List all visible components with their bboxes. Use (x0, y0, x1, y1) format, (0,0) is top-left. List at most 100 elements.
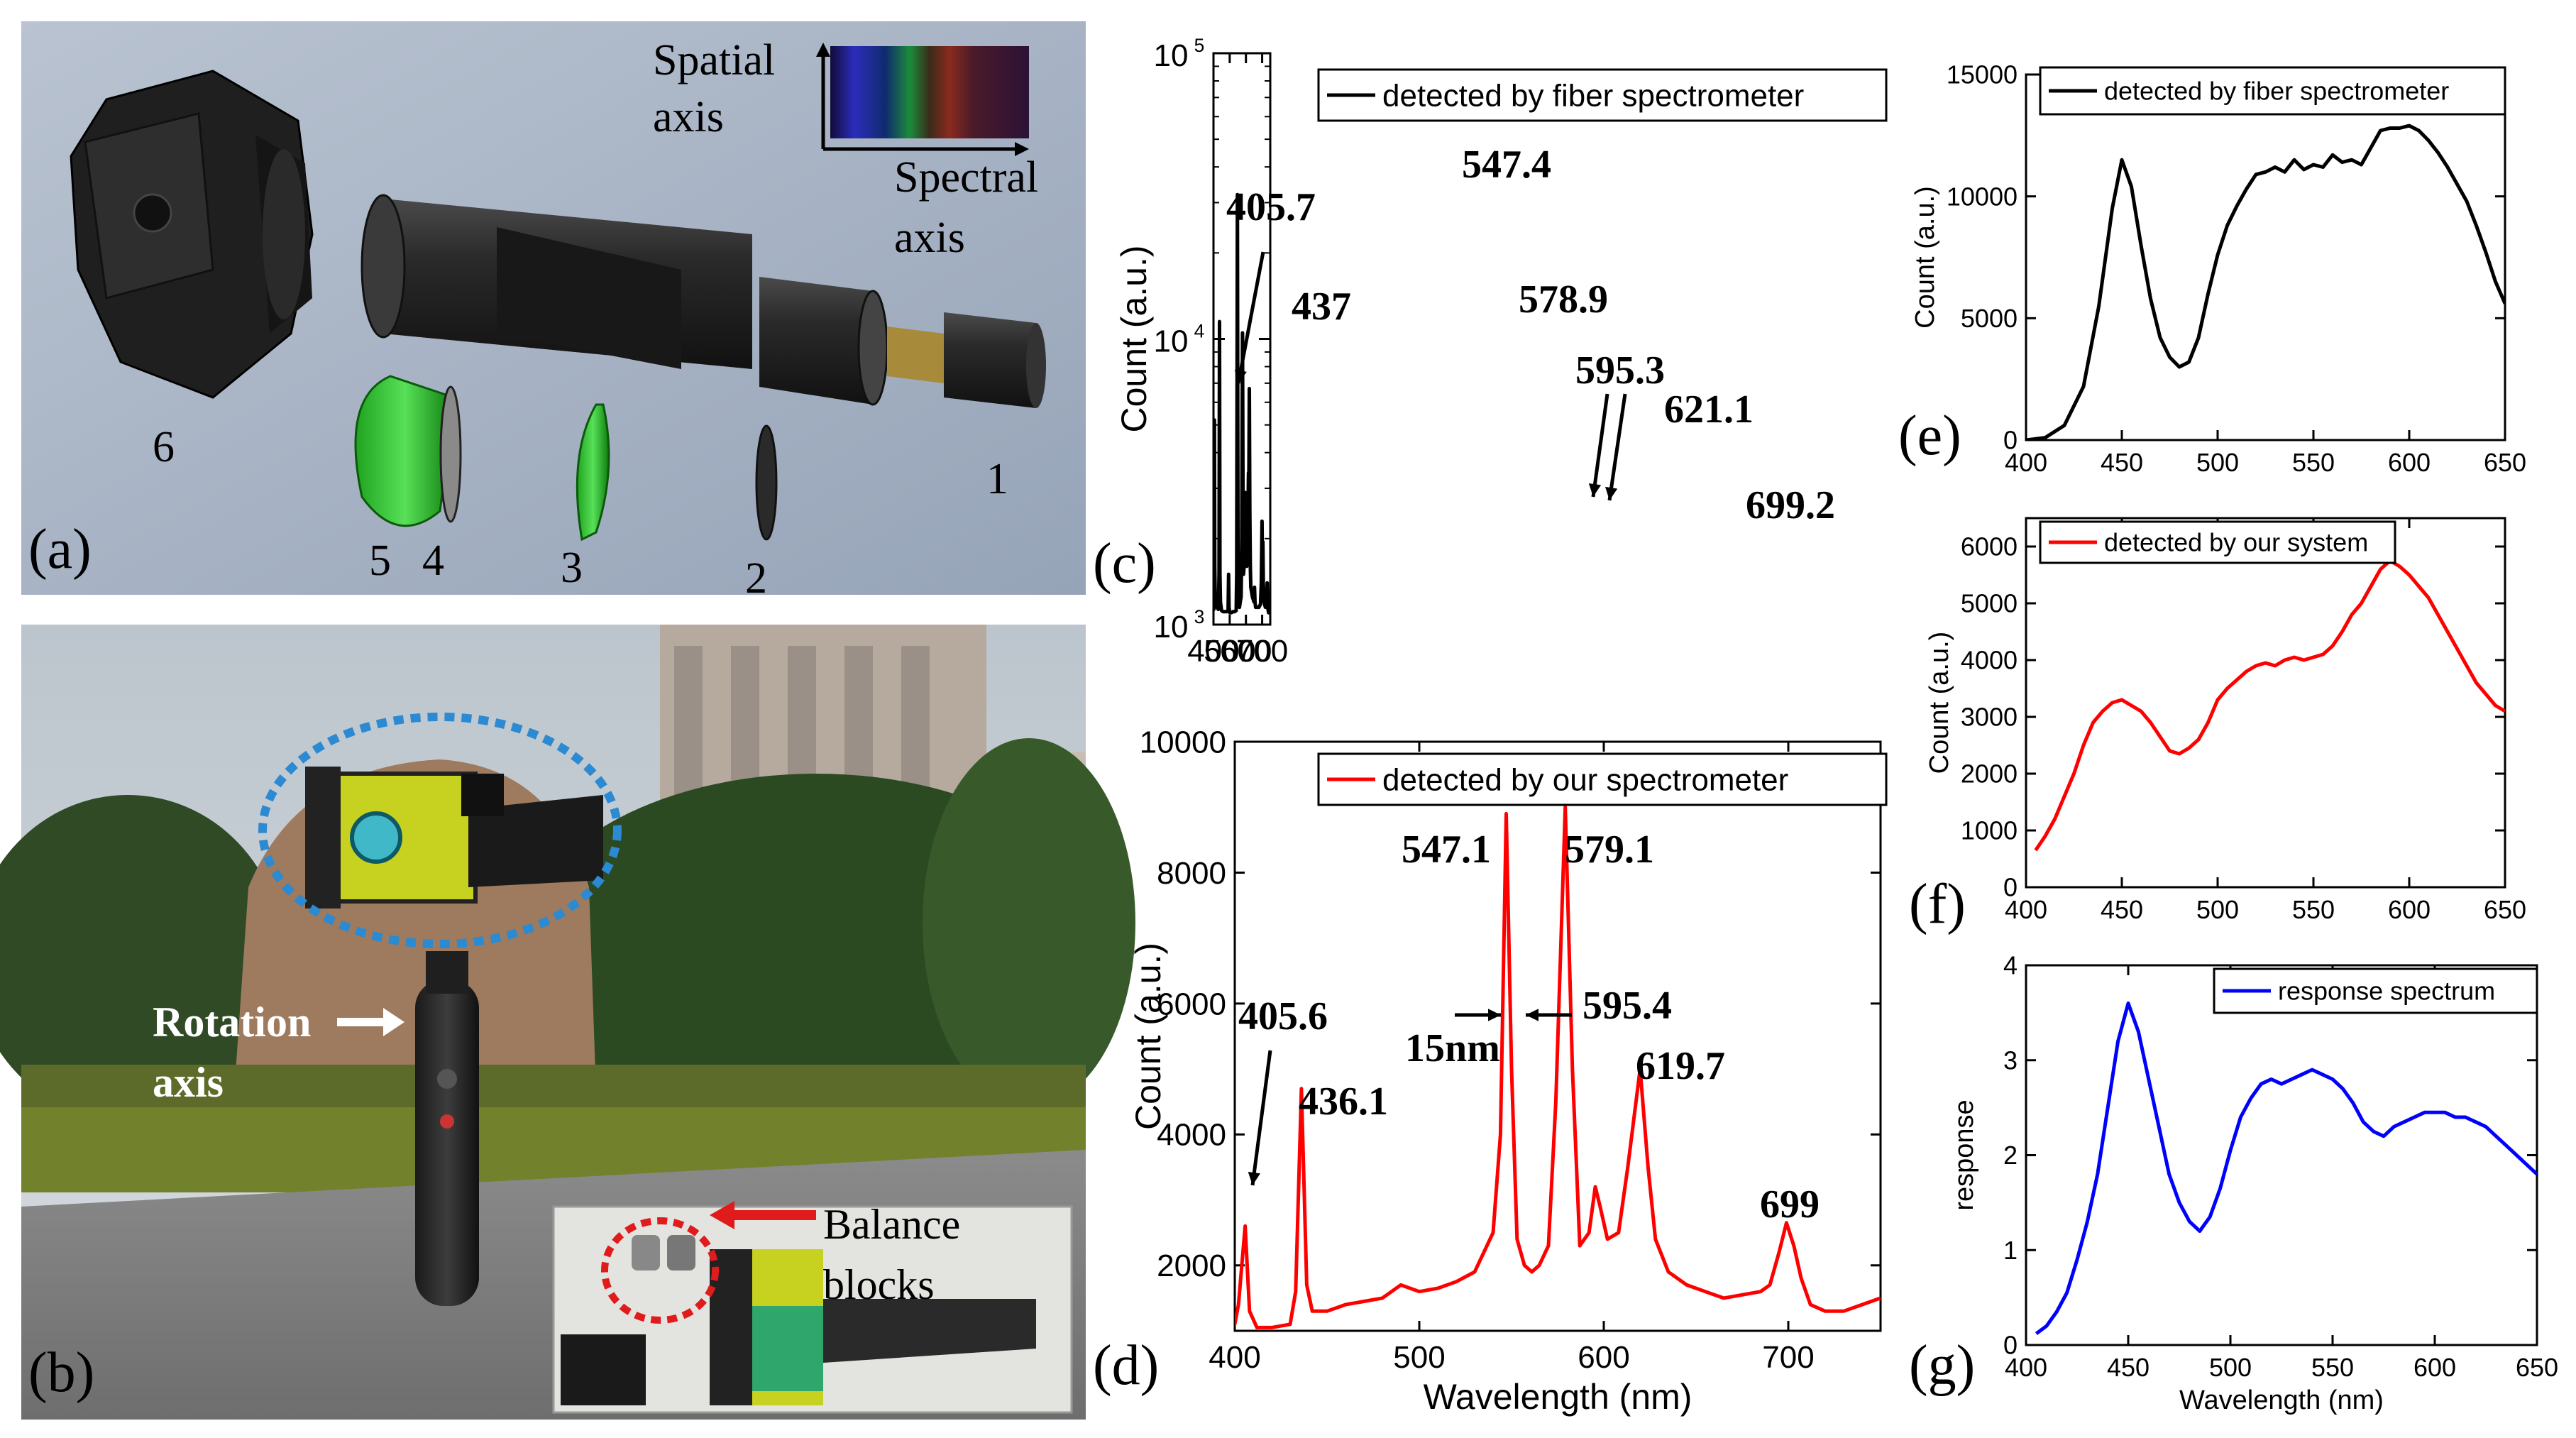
y-tick-label-d: 4000 (1157, 1118, 1226, 1153)
y-tick-label-f: 3000 (1961, 703, 2018, 732)
x-tick-label-e: 500 (2196, 448, 2239, 477)
panel-g-label: (g) (1909, 1334, 1975, 1397)
chart-g: 400 450 500 550 600 650 0 1 2 3 4 response Wavelengt… (1949, 951, 2558, 1415)
peak-arrow-c-405-head (1234, 369, 1247, 383)
legend-box-e (2039, 66, 2506, 116)
x-tick-label-f: 400 (2005, 895, 2047, 924)
peak-label-c-578: 578.9 (1519, 278, 1608, 322)
peak-arrow-c-595a (1591, 393, 1609, 498)
series-line-d (1235, 805, 1881, 1329)
x-tick-label-g: 400 (2005, 1353, 2047, 1382)
y-tick-label-c: 10 (1154, 610, 1189, 644)
legend-box-f (2039, 520, 2396, 564)
spatial-axis-label-1: Spatial (653, 36, 775, 84)
peak-arrow-c-595a-head (1588, 483, 1602, 497)
x-tick-label-e: 650 (2484, 448, 2526, 477)
panel-b-label: (b) (28, 1341, 94, 1404)
legend-box-d (1317, 752, 1888, 806)
legend-label-c: detected by fiber spectrometer (1382, 78, 1804, 113)
x-tick-label-g: 600 (2413, 1353, 2456, 1382)
x-tick-label-f: 600 (2388, 895, 2431, 924)
x-tick-label-e: 400 (2005, 448, 2047, 477)
x-tick-label-d: 600 (1578, 1340, 1629, 1375)
x-tick-label-f: 550 (2292, 895, 2335, 924)
x-tick-label-e: 450 (2101, 448, 2143, 477)
y-tick-label-g: 3 (2003, 1045, 2018, 1075)
part-number-3: 3 (561, 544, 583, 592)
spectral-image (830, 46, 1029, 138)
x-tick-label-e: 600 (2388, 448, 2431, 477)
panel-f-label: (f) (1909, 873, 1966, 935)
y-tick-label-g: 4 (2003, 951, 2018, 980)
y-axis-label-g: response (1949, 1099, 1979, 1210)
peak-arrow-c-595b (1607, 393, 1627, 501)
plot-frame-e (2025, 73, 2506, 441)
y-tick-label-e: 10000 (1947, 182, 2018, 211)
x-tick-label-c: 700 (1236, 634, 1288, 669)
peak-label-d-595: 595.4 (1583, 984, 1672, 1028)
y-tick-label-g: 1 (2003, 1236, 2018, 1265)
x-axis-label-g: Wavelength (nm) (2179, 1385, 2384, 1415)
y-tick-label-c: 10 (1154, 38, 1189, 73)
dotted-circle-red (601, 1217, 719, 1324)
x-tick-label-d: 700 (1762, 1340, 1814, 1375)
x-tick-label-g: 550 (2311, 1353, 2354, 1382)
x-tick-label-c: 600 (1220, 634, 1272, 669)
width-label-d: 15nm (1405, 1026, 1500, 1070)
peak-arrow-c-405 (1236, 251, 1265, 384)
y-tick-label-d: 6000 (1157, 987, 1226, 1021)
panel-e-label: (e) (1898, 405, 1961, 467)
y-tick-label-g: 0 (2003, 1331, 2018, 1360)
chart-e: 400 450 500 550 600 650 0 5000 10000 15000 Count (… (1910, 60, 2526, 477)
part-number-2: 2 (745, 554, 767, 603)
chart-f: 400 450 500 550 600 650 0 1000 2000 3000 4000 5000 6… (1925, 517, 2526, 924)
y-tick-label-f: 2000 (1961, 759, 2018, 789)
width-arrow-left-d-head (1487, 1009, 1501, 1021)
spectral-axis-label-2: axis (894, 214, 965, 262)
legend-label-d: detected by our spectrometer (1382, 762, 1788, 797)
y-tick-label-e: 0 (2003, 426, 2018, 455)
x-tick-label-d: 500 (1393, 1340, 1445, 1375)
spatial-axis-label-2: axis (653, 93, 724, 141)
y-tick-label-d: 2000 (1157, 1248, 1226, 1283)
y-tick-exponent-c: 5 (1194, 35, 1205, 56)
chart-d: 400 500 600 700 2000 4000 6000 8000 10000 Count (… (1128, 725, 1888, 1417)
y-tick-exponent-c: 3 (1194, 606, 1205, 627)
peak-label-c-547: 547.4 (1462, 143, 1551, 187)
peak-label-d-699: 699 (1760, 1182, 1820, 1226)
part-number-5: 5 (369, 537, 391, 585)
peak-label-d-619: 619.7 (1636, 1044, 1725, 1088)
x-tick-label-f: 450 (2101, 895, 2143, 924)
dotted-ellipse-blue (258, 713, 622, 948)
y-tick-label-e: 5000 (1961, 304, 2018, 333)
y-tick-label-f: 4000 (1961, 646, 2018, 675)
peak-label-d-547: 547.1 (1402, 828, 1491, 872)
series-line-e (2026, 124, 2505, 440)
part-number-1: 1 (986, 455, 1008, 503)
part-6-housing (70, 70, 314, 399)
rotation-axis-label-1: Rotation (153, 999, 311, 1045)
y-tick-label-f: 0 (2003, 873, 2018, 902)
legend-label-e: detected by fiber spectrometer (2104, 77, 2449, 106)
y-axis-label-d: Count (a.u.) (1128, 943, 1168, 1130)
x-axis-label-d: Wavelength (nm) (1424, 1377, 1692, 1417)
y-tick-label-f: 6000 (1961, 532, 2018, 561)
gimbal-handle (415, 979, 479, 1306)
panel-b: Rotation axis Balance blocks (b) (0, 625, 1135, 1420)
series-line-f (2034, 559, 2505, 852)
peak-arrow-d-405-head (1248, 1172, 1260, 1185)
part-number-4: 4 (422, 537, 444, 585)
y-axis-label-c: Count (a.u.) (1114, 245, 1154, 432)
optical-elements (354, 375, 778, 542)
y-tick-label-g: 2 (2003, 1141, 2018, 1170)
panel-d-label: (d) (1093, 1334, 1159, 1397)
peak-label-d-405: 405.6 (1238, 994, 1328, 1038)
y-axis-label-e: Count (a.u.) (1910, 186, 1940, 329)
y-axis-label-f: Count (a.u.) (1925, 632, 1954, 774)
plot-frame-f (2025, 517, 2506, 889)
panel-a-label: (a) (28, 518, 92, 581)
x-tick-label-g: 450 (2107, 1353, 2150, 1382)
x-tick-label-c: 500 (1204, 634, 1255, 669)
